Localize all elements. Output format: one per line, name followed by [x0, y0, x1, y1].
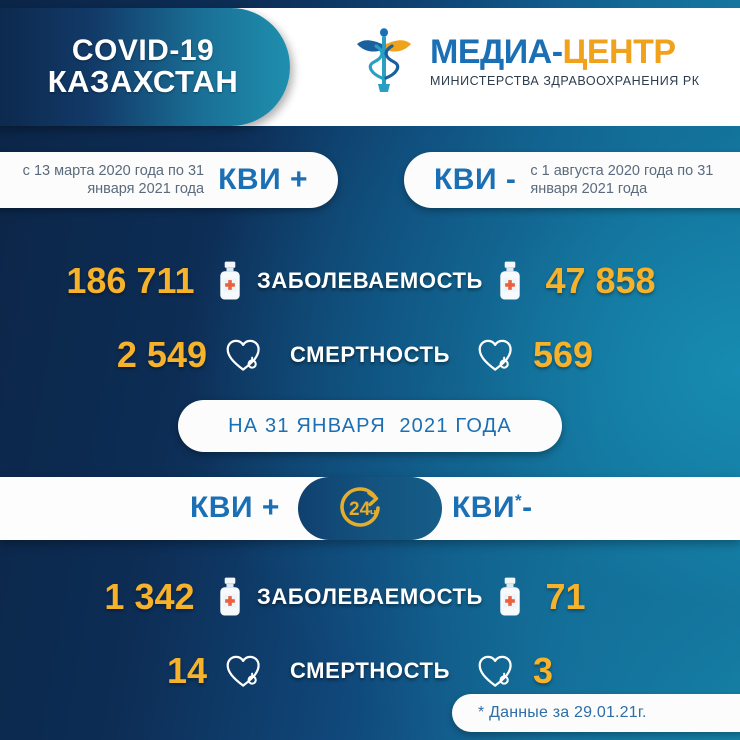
stat-value-left: 186 711	[0, 260, 203, 302]
stat-number: 1 342	[104, 576, 195, 617]
cumulative-stats: 186 711 ЗАБОЛЕВАЕМОСТЬ	[0, 244, 740, 392]
period-pill-kvi-plus: с 13 марта 2020 года по 31 января 2021 г…	[0, 152, 338, 208]
daily-label-kvi-plus: КВИ +	[190, 491, 280, 524]
stat-number: 3	[533, 650, 554, 691]
metric-text: СМЕРТНОСТЬ	[289, 342, 450, 367]
covid-title-line2: КАЗАХСТАН	[47, 64, 239, 100]
daily-band-center-notch	[298, 477, 442, 540]
stat-number: 14	[166, 650, 207, 691]
period-label-left: КВИ +	[218, 163, 308, 196]
covid-title-line1: COVID-19	[71, 33, 215, 67]
stat-metric-label: ЗАБОЛЕВАЕМОСТЬ	[257, 584, 483, 610]
medicine-bottle-icon	[203, 260, 258, 302]
medicine-bottle-icon	[203, 576, 258, 618]
stat-number: 186 711	[66, 260, 195, 301]
logo-title: МЕДИА-ЦЕНТР	[430, 35, 700, 69]
stat-row: 1 342 ЗАБОЛЕВАЕМОСТЬ	[0, 560, 740, 634]
stat-number: 71	[545, 576, 586, 617]
medicine-bottle-icon	[483, 260, 538, 302]
as-of-date-banner: НА 31 ЯНВАРЯ 2021 ГОДА	[178, 400, 562, 452]
daily-stats: 1 342 ЗАБОЛЕВАЕМОСТЬ	[0, 560, 740, 708]
stat-value-left: 2 549	[0, 334, 215, 376]
stat-value-right: 3	[525, 650, 740, 692]
period-date-right: с 1 августа 2020 года по 31 января 2021 …	[530, 162, 714, 197]
daily-label-kvi-minus: КВИ*-	[452, 491, 533, 525]
metric-text: ЗАБОЛЕВАЕМОСТЬ	[257, 584, 483, 609]
stat-metric-label: СМЕРТНОСТЬ	[273, 342, 467, 368]
stat-metric-label: ЗАБОЛЕВАЕМОСТЬ	[257, 268, 483, 294]
medicine-bottle-icon	[483, 576, 538, 618]
svg-text:24: 24	[349, 499, 371, 520]
period-pill-row: с 13 марта 2020 года по 31 января 2021 г…	[0, 152, 740, 208]
as-of-date-text: НА 31 ЯНВАРЯ 2021 ГОДА	[228, 414, 512, 437]
stat-row: 14 СМЕРТНОСТЬ 3	[0, 634, 740, 708]
stat-row: 2 549 СМЕРТНОСТЬ 569	[0, 318, 740, 392]
stat-value-right: 71	[537, 576, 740, 618]
logo-subtitle: МИНИСТЕРСТВА ЗДРАВООХРАНЕНИЯ РК	[430, 73, 700, 88]
period-date-left: с 13 марта 2020 года по 31 января 2021 г…	[22, 162, 205, 197]
stat-number: 569	[533, 334, 594, 375]
daily-label-kvi-minus-text: КВИ	[452, 491, 516, 524]
logo-wordmark: МЕДИА-ЦЕНТР МИНИСТЕРСТВА ЗДРАВООХРАНЕНИЯ…	[430, 35, 700, 88]
heart-stethoscope-icon	[215, 653, 273, 689]
covid-title-pill: COVID-19 КАЗАХСТАН	[0, 8, 290, 126]
media-center-logo: МЕДИА-ЦЕНТР МИНИСТЕРСТВА ЗДРАВООХРАНЕНИЯ…	[352, 22, 722, 100]
footnote-text: * Данные за 29.01.21г.	[478, 704, 647, 721]
heart-stethoscope-icon	[467, 337, 525, 373]
logo-title-orange: ЦЕНТР	[562, 32, 677, 71]
24-hour-refresh-icon: 24 ч	[336, 483, 386, 533]
asterisk-marker: *	[515, 491, 523, 510]
period-pill-kvi-minus: КВИ - с 1 августа 2020 года по 31 января…	[404, 152, 740, 208]
stat-value-left: 1 342	[0, 576, 203, 618]
stat-number: 47 858	[545, 260, 656, 301]
stat-value-right: 569	[525, 334, 740, 376]
metric-text: СМЕРТНОСТЬ	[289, 658, 450, 683]
svg-text:ч: ч	[370, 507, 376, 519]
stat-row: 186 711 ЗАБОЛЕВАЕМОСТЬ	[0, 244, 740, 318]
period-label-right: КВИ -	[434, 163, 517, 196]
heart-stethoscope-icon	[215, 337, 273, 373]
daily-label-minus-sign: -	[522, 491, 533, 524]
caduceus-icon	[352, 26, 416, 96]
footnote-pill: * Данные за 29.01.21г.	[452, 694, 740, 732]
stat-value-right: 47 858	[537, 260, 740, 302]
metric-text: ЗАБОЛЕВАЕМОСТЬ	[257, 268, 483, 293]
heart-stethoscope-icon	[467, 653, 525, 689]
stat-value-left: 14	[0, 650, 215, 692]
logo-title-blue: МЕДИА-	[430, 32, 563, 71]
stat-metric-label: СМЕРТНОСТЬ	[273, 658, 467, 684]
stat-number: 2 549	[116, 334, 207, 375]
